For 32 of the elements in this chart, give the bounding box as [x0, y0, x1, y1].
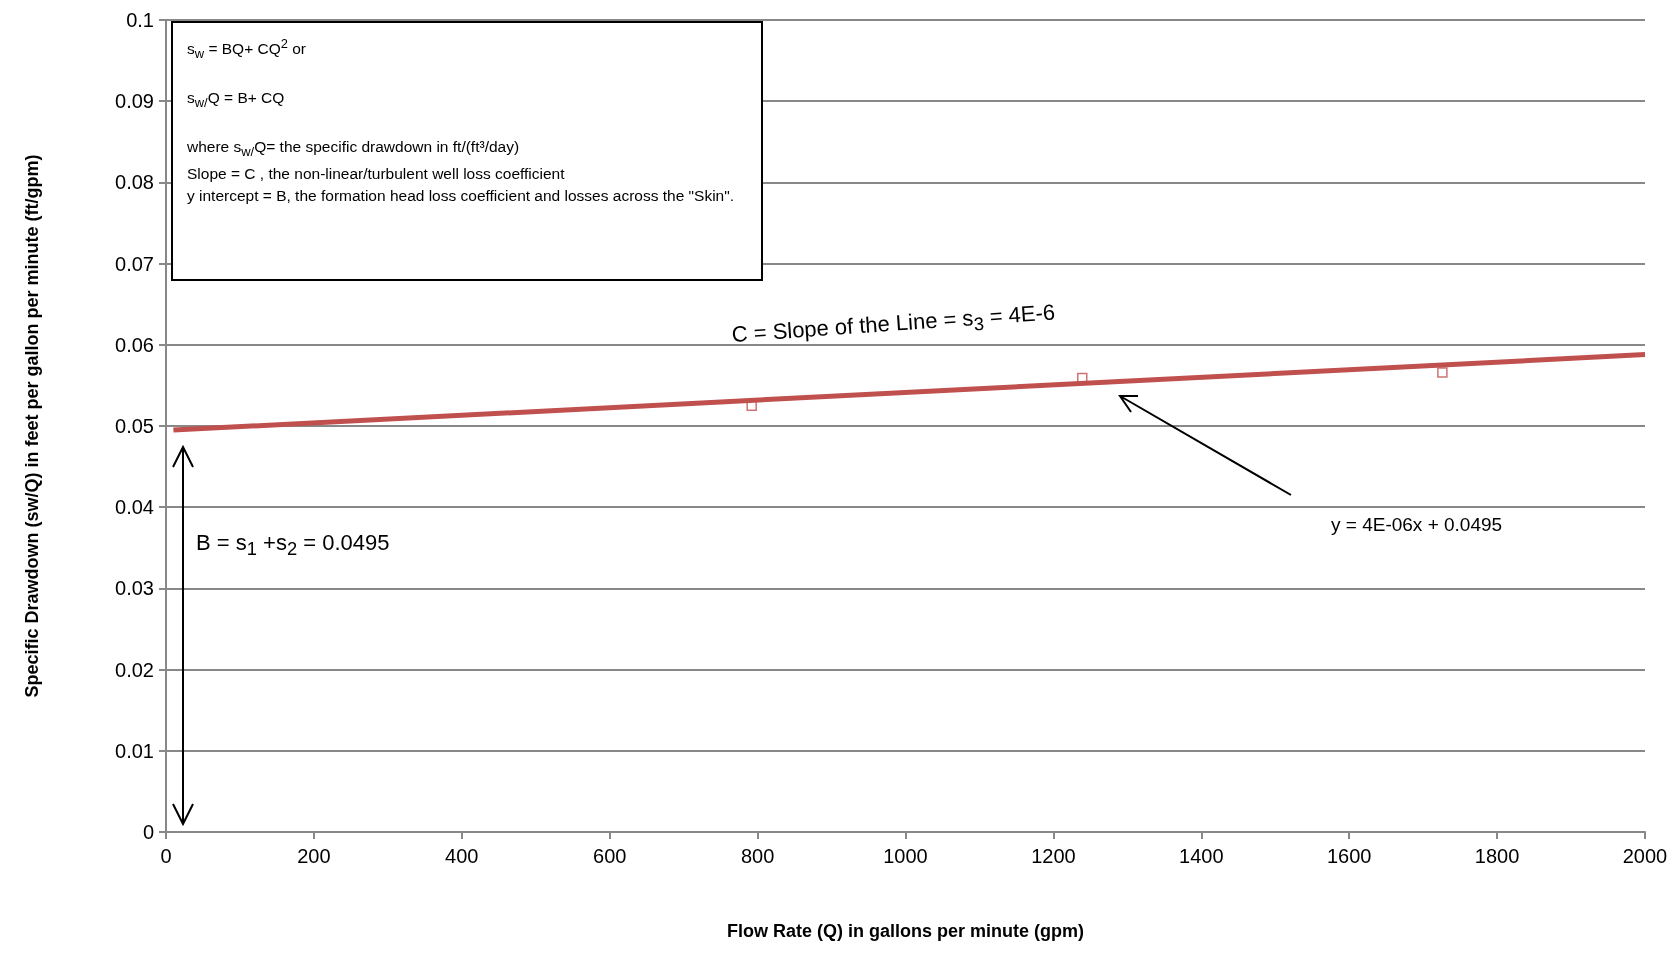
annotation: y intercept = B, the formation head loss coefficient and losses across the "Skin". — [187, 186, 736, 207]
y-tick-label: 0 — [142, 821, 154, 843]
y-tick-label: 0.02 — [115, 658, 154, 681]
y-tick-label: 0.01 — [115, 739, 154, 762]
annotation: Slope = C , the non-linear/turbulent well loss coefficient — [187, 164, 566, 185]
x-tick-label: 1200 — [1031, 845, 1076, 867]
annotation: s$_{w}$ = BQ+ CQ$^{2}$ or — [187, 35, 308, 64]
x-tick-label: 200 — [297, 845, 331, 867]
x-tick-label: 400 — [445, 845, 479, 867]
y-tick-label: 0.07 — [115, 252, 154, 275]
x-axis-title: Flow Rate (Q) in gallons per minute (gpm) — [726, 921, 1085, 941]
x-tick-label: 1000 — [883, 845, 928, 867]
x-tick-label: 1400 — [1179, 845, 1224, 867]
x-tick-label: 0 — [160, 845, 172, 867]
x-tick-label: 1800 — [1474, 845, 1520, 867]
y-tick-label: 0.06 — [115, 333, 154, 356]
y-axis-title: Specific Drawdown (sw/Q) in feet per gallon per minute (ft/gpm) — [22, 154, 42, 698]
y-tick-label: 0.1 — [126, 9, 154, 31]
y-tick-label: 0.08 — [115, 171, 154, 194]
annotation: y = 4E-06x + 0.0495 — [1331, 514, 1503, 536]
y-tick-label: 0.04 — [115, 496, 154, 519]
annotation: B = s$_{1}$ +s$_{2}$ = 0.0495 — [196, 530, 390, 561]
x-tick-label: 800 — [740, 845, 775, 867]
y-tick-label: 0.09 — [115, 90, 154, 113]
annotation: s$_{w/}$Q = B+ CQ — [187, 88, 286, 113]
x-tick-label: 600 — [593, 845, 627, 867]
x-tick-label: 2000 — [1622, 845, 1668, 867]
y-tick-label: 0.03 — [115, 577, 154, 600]
point — [1437, 367, 1448, 378]
x-tick-label: 1600 — [1326, 845, 1372, 867]
annotation: where s$_{w/}$Q= the specific drawdown in ft/(ft³/day) — [187, 137, 521, 162]
y-tick-label: 0.05 — [115, 415, 154, 437]
